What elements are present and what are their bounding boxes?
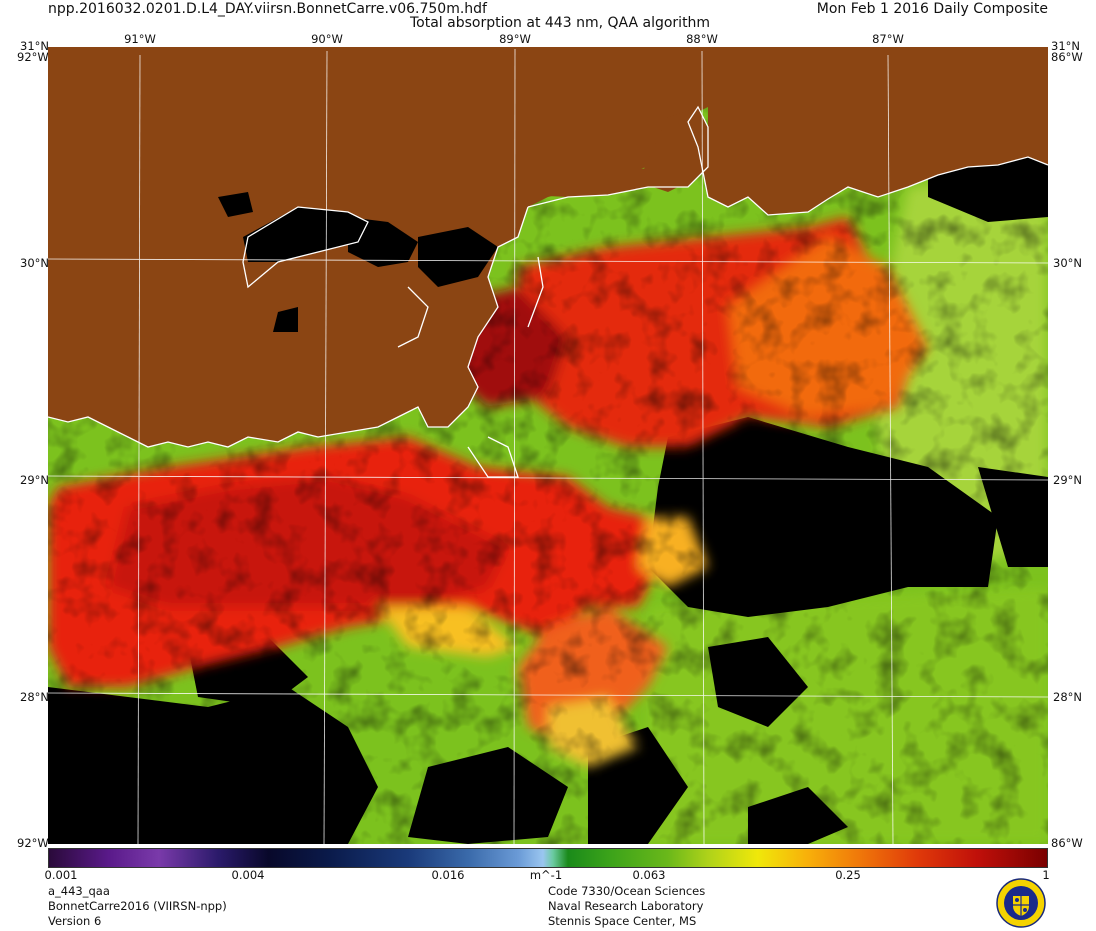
lat-label-29n-left: 29°N xyxy=(20,473,49,487)
date-label: Mon Feb 1 2016 Daily Composite xyxy=(816,1,1048,17)
lon-label-90w: 90°W xyxy=(311,32,343,46)
lat-label-28n-right: 28°N xyxy=(1053,690,1082,704)
filename-label: npp.2016032.0201.D.L4_DAY.viirsn.BonnetC… xyxy=(48,1,487,17)
product-name: a_443_qaa xyxy=(48,884,110,898)
org-name: Naval Research Laboratory xyxy=(548,899,704,913)
colorbar xyxy=(48,848,1048,868)
nrl-seal-icon xyxy=(996,878,1046,928)
corner-label-tr-lat: 31°N xyxy=(1051,39,1080,53)
lat-label-30n-left: 30°N xyxy=(20,256,49,270)
corner-label-tr-lon: 86°W xyxy=(1051,50,1083,64)
corner-label-bl-lon: 92°W xyxy=(17,836,49,850)
corner-label-tl-lon: 92°W xyxy=(17,50,49,64)
lat-label-29n-right: 29°N xyxy=(1053,473,1082,487)
map-title: Total absorption at 443 nm, QAA algorith… xyxy=(410,15,711,31)
lat-label-30n-right: 30°N xyxy=(1053,256,1082,270)
lon-label-89w: 89°W xyxy=(499,32,531,46)
colorbar-tick-2: 0.016 xyxy=(431,868,465,882)
coastline xyxy=(48,105,1048,478)
colorbar-tick-1: 0.004 xyxy=(231,868,265,882)
org-code: Code 7330/Ocean Sciences xyxy=(548,884,706,898)
colorbar-tick-5: 0.25 xyxy=(835,868,861,882)
colorbar-tick-0: 0.001 xyxy=(44,868,78,882)
org-location: Stennis Space Center, MS xyxy=(548,914,697,928)
lat-label-28n-left: 28°N xyxy=(20,690,49,704)
absorption-map xyxy=(48,47,1048,844)
corner-label-tl-lat: 31°N xyxy=(20,39,49,53)
lon-label-88w: 88°W xyxy=(686,32,718,46)
land-mass xyxy=(48,47,1048,447)
lon-label-91w: 91°W xyxy=(124,32,156,46)
colorbar-unit: m^-1 xyxy=(529,868,563,882)
version-label: Version 6 xyxy=(48,914,102,928)
graticule xyxy=(48,48,1048,844)
corner-label-br-lon: 86°W xyxy=(1051,836,1083,850)
colorbar-tick-6: 1 xyxy=(1042,868,1050,882)
colorbar-tick-4: 0.063 xyxy=(632,868,666,882)
lon-label-87w: 87°W xyxy=(872,32,904,46)
dataset-name: BonnetCarre2016 (VIIRSN-npp) xyxy=(48,899,227,913)
